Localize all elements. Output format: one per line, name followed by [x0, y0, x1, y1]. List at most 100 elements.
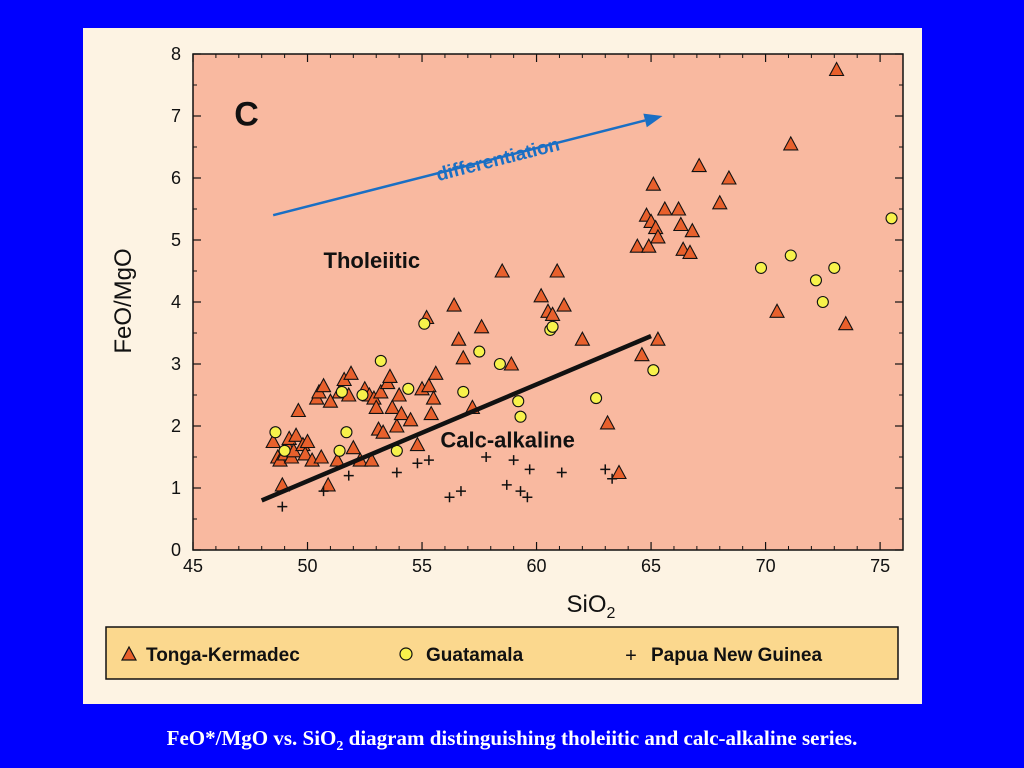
caption-subscript: 2	[336, 739, 344, 755]
x-tick-label: 60	[527, 556, 547, 576]
x-tick-label: 75	[870, 556, 890, 576]
data-point-triangle	[611, 464, 627, 480]
data-point-plus	[455, 486, 466, 497]
data-point-triangle	[629, 238, 646, 253]
data-point-triangle	[322, 393, 339, 408]
data-point-circle	[816, 295, 829, 309]
data-point-triangle	[503, 355, 520, 371]
data-point-circle	[809, 274, 823, 287]
data-point-circle	[457, 385, 470, 398]
panel-label: C	[234, 95, 259, 133]
y-tick-label: 1	[171, 478, 181, 498]
y-tick-label: 4	[171, 292, 181, 312]
data-point-circle	[647, 364, 660, 377]
tholeiitic-calc-alkaline-divider	[260, 334, 652, 503]
x-tick-label: 55	[412, 556, 432, 576]
data-point-triangle	[343, 365, 359, 380]
data-point-triangle	[650, 331, 666, 346]
data-marks	[265, 61, 898, 512]
data-point-triangle	[446, 296, 463, 312]
data-point-triangle	[372, 383, 389, 399]
data-point-circle	[590, 392, 603, 405]
data-point-triangle	[711, 194, 728, 210]
caption-text: FeO*/MgO vs. SiO	[166, 726, 337, 750]
data-point-triangle	[721, 169, 737, 185]
legend-triangle-marker	[120, 645, 138, 661]
data-point-triangle	[363, 451, 380, 467]
data-point-triangle	[684, 222, 701, 238]
data-point-circle	[335, 385, 348, 398]
legend: Tonga-Kermadec Guatamala + Papua New Gui…	[105, 626, 899, 680]
y-tick-label: 3	[171, 354, 181, 374]
data-point-triangle	[384, 399, 401, 414]
legend-plus-marker: +	[625, 645, 637, 667]
slide-caption: FeO*/MgO vs. SiO2 diagram distinguishing…	[0, 726, 1024, 755]
data-point-plus	[412, 458, 423, 469]
data-point-triangle	[645, 176, 662, 191]
x-axis-title-main: SiO	[567, 591, 607, 618]
data-point-triangle	[556, 296, 572, 312]
data-point-plus	[444, 492, 455, 503]
data-point-triangle	[409, 436, 426, 452]
data-point-plus	[277, 501, 288, 512]
caption-text-end: diagram distinguishing tholeiitic and ca…	[343, 726, 858, 750]
data-point-circle	[514, 410, 527, 423]
data-point-plus	[522, 492, 533, 503]
data-point-plus	[607, 473, 618, 484]
x-tick-label: 50	[298, 556, 318, 576]
data-point-triangle	[427, 365, 444, 380]
data-point-plus	[600, 464, 611, 475]
y-axis-title: FeO/MgO	[110, 248, 137, 353]
y-tick-label: 5	[171, 230, 181, 250]
data-point-circle	[374, 354, 387, 367]
data-point-plus	[391, 467, 402, 478]
data-point-triangle	[769, 303, 785, 318]
data-point-plus	[501, 479, 512, 490]
data-point-circle	[356, 388, 369, 402]
data-point-triangle	[423, 405, 440, 421]
data-point-plus	[318, 486, 329, 497]
data-point-triangle	[682, 244, 698, 259]
legend-circle-marker	[399, 647, 413, 661]
data-point-circle	[418, 317, 431, 330]
data-point-circle	[754, 261, 768, 274]
y-tick-label: 6	[171, 168, 181, 188]
data-point-circle	[885, 212, 898, 225]
data-point-circle	[278, 444, 291, 457]
arrow-head	[643, 113, 663, 128]
data-point-triangle	[574, 331, 591, 346]
data-point-triangle	[672, 216, 689, 232]
data-point-circle	[333, 444, 346, 457]
data-point-triangle	[345, 439, 362, 455]
data-point-triangle	[633, 346, 650, 362]
data-point-triangle	[265, 433, 282, 449]
series-guatamala	[269, 212, 898, 457]
data-point-triangle	[393, 405, 410, 421]
y-tick-label: 7	[171, 106, 181, 126]
data-point-triangle	[549, 262, 566, 278]
series-papua-new-guinea	[277, 452, 618, 512]
data-point-triangle	[315, 377, 332, 393]
data-point-circle	[546, 320, 559, 333]
differentiation-arrow	[272, 119, 646, 217]
legend-entry-guatamala: Guatamala	[426, 645, 524, 666]
data-point-triangle	[544, 306, 561, 321]
data-point-triangle	[313, 448, 330, 464]
data-point-plus	[556, 467, 567, 478]
legend-entry-tonga-kermadec: Tonga-Kermadec	[146, 645, 300, 666]
data-point-triangle	[375, 424, 392, 439]
data-point-plus	[524, 464, 535, 475]
data-point-triangle	[368, 399, 385, 414]
data-point-plus	[343, 470, 354, 481]
data-point-triangle	[533, 287, 550, 303]
data-point-triangle	[288, 427, 304, 442]
data-point-triangle	[299, 433, 316, 449]
data-point-circle	[402, 382, 415, 395]
x-tick-label: 45	[183, 556, 203, 576]
data-point-triangle	[670, 200, 687, 216]
data-point-circle	[784, 249, 797, 262]
data-point-circle	[512, 395, 525, 408]
figure-panel: 45 50 55 60 65 70 75 0 1 2 3 4 5 6 7 8 differentiation C…	[83, 28, 922, 704]
